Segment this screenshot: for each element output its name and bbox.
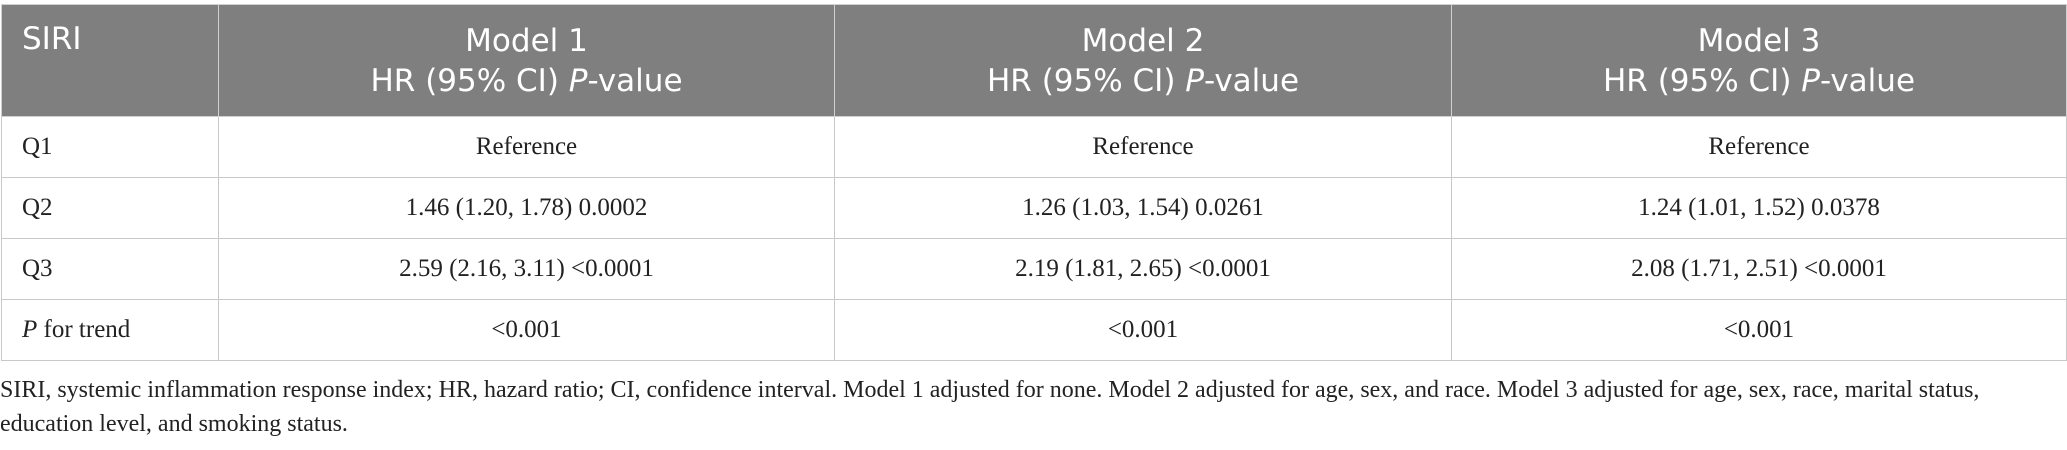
header-text: -value xyxy=(1819,62,1916,99)
header-cell: Model 3 HR (95% CI) P-value xyxy=(1451,4,2067,117)
table-cell: Reference xyxy=(1451,116,2067,178)
row-label-cell: Q2 xyxy=(1,177,219,239)
results-table: SIRI Model 1 HR (95% CI) P-value Model 2 HR … xyxy=(1,4,2067,361)
table-row: P for trend <0.001 <0.001 <0.001 xyxy=(1,299,2067,361)
header-cell: Model 1 HR (95% CI) P-value xyxy=(218,4,835,117)
table-cell: Reference xyxy=(834,116,1452,178)
header-row: SIRI Model 1 HR (95% CI) P-value Model 2 HR … xyxy=(1,4,2067,117)
header-italic: P xyxy=(568,62,588,99)
header-title: Model 1 xyxy=(465,22,588,59)
header-text: HR (95% CI) xyxy=(370,62,569,99)
row-label-cell: Q3 xyxy=(1,238,219,300)
table-cell: 1.24 (1.01, 1.52) 0.0378 xyxy=(1451,177,2067,239)
table-cell: 2.08 (1.71, 2.51) <0.0001 xyxy=(1451,238,2067,300)
header-cell: Model 2 HR (95% CI) P-value xyxy=(834,4,1452,117)
row-label: Q2 xyxy=(22,194,53,221)
row-label: Q1 xyxy=(22,133,53,160)
table-row: Q1 Reference Reference Reference xyxy=(1,116,2067,178)
row-label-italic: P xyxy=(22,316,38,343)
header-title: Model 2 xyxy=(1081,22,1205,59)
footnote: SIRI, systemic inflammation response ind… xyxy=(0,377,1980,437)
row-label-cell: Q1 xyxy=(1,116,219,178)
table-body: Q1 Reference Reference Reference Q2 1.46 (1.2… xyxy=(1,116,2067,361)
table-cell: Reference xyxy=(218,116,835,178)
row-label: Q3 xyxy=(22,255,53,282)
table-row: Q3 2.59 (2.16, 3.11) <0.0001 2.19 (1.81, 2… xyxy=(1,238,2067,300)
row-label: for trend xyxy=(37,316,131,343)
header-title: SIRI xyxy=(22,21,82,57)
header-italic: P xyxy=(1801,62,1820,99)
table-cell: 1.26 (1.03, 1.54) 0.0261 xyxy=(834,177,1452,239)
header-title: Model 3 xyxy=(1697,22,1821,59)
table-row: Q2 1.46 (1.20, 1.78) 0.0002 1.26 (1.03, 1.… xyxy=(1,177,2067,239)
header-text: HR (95% CI) xyxy=(1602,62,1802,99)
header-text: -value xyxy=(1203,62,1300,99)
header-text: -value xyxy=(587,62,683,99)
table-cell: 2.19 (1.81, 2.65) <0.0001 xyxy=(834,238,1452,300)
header-italic: P xyxy=(1185,62,1204,99)
table-cell: 2.59 (2.16, 3.11) <0.0001 xyxy=(218,238,835,300)
table-cell: <0.001 xyxy=(834,299,1452,361)
header-text: HR (95% CI) xyxy=(986,62,1186,99)
table-cell: <0.001 xyxy=(1451,299,2067,361)
table-cell: <0.001 xyxy=(218,299,835,361)
row-label-cell: P for trend xyxy=(1,299,219,361)
table-cell: 1.46 (1.20, 1.78) 0.0002 xyxy=(218,177,835,239)
header-cell: SIRI xyxy=(1,4,219,117)
